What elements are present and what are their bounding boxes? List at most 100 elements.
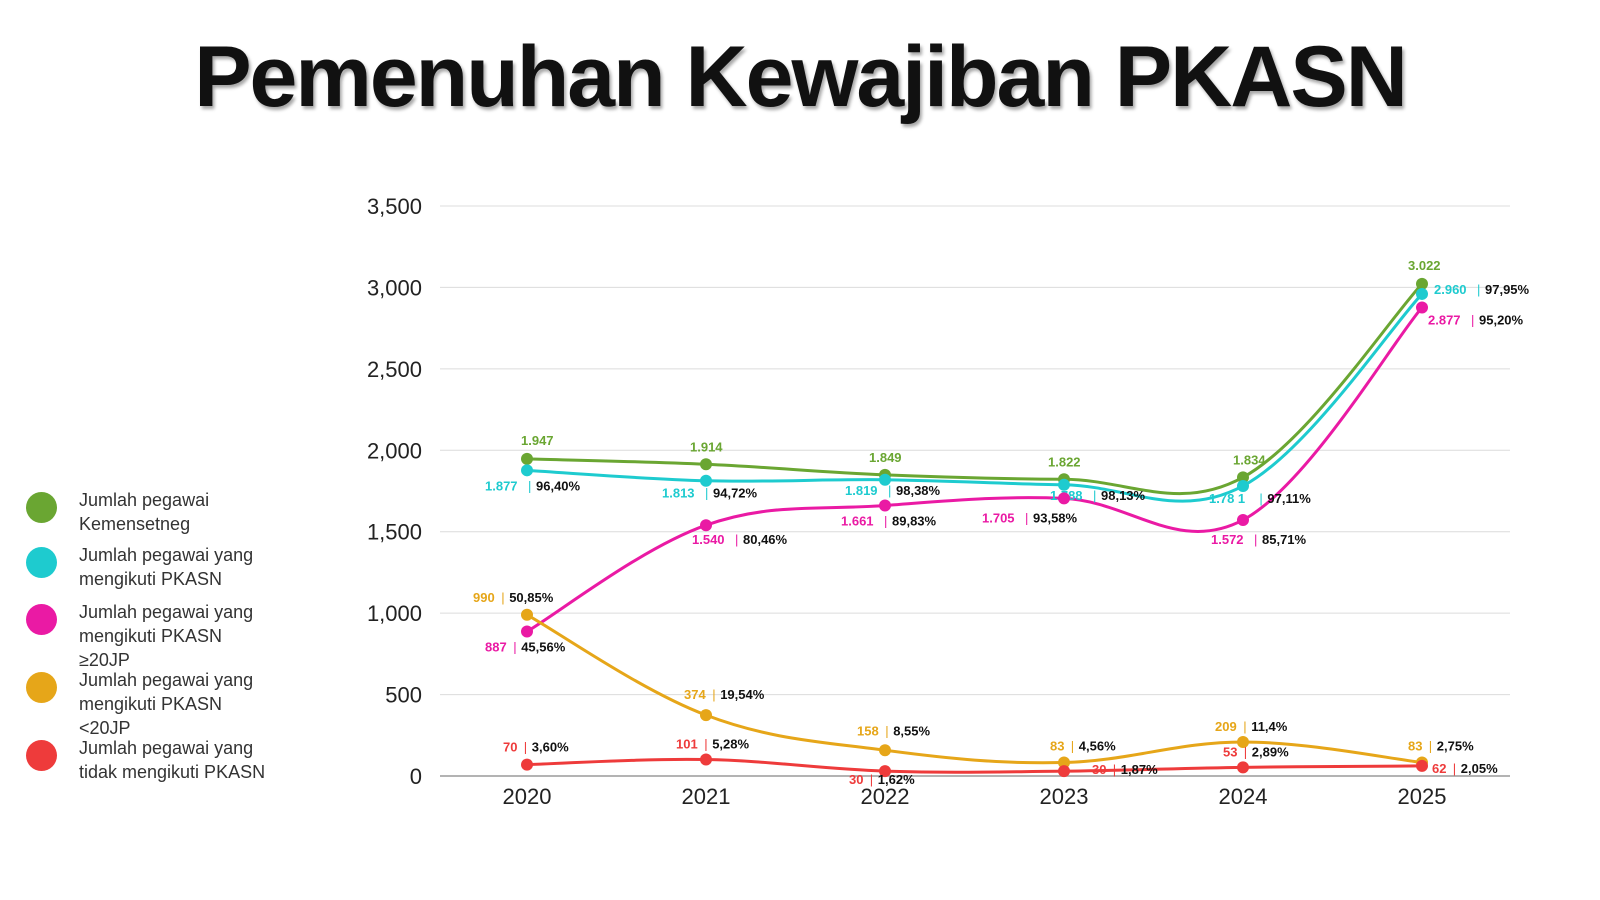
data-point	[879, 765, 891, 778]
data-point	[1416, 759, 1428, 772]
data-point	[1237, 513, 1249, 526]
data-label: 1.914	[690, 439, 723, 454]
data-point	[1237, 735, 1249, 748]
y-tick-label: 2,500	[367, 357, 422, 382]
data-point	[1237, 761, 1249, 774]
legend-label-line: Jumlah pegawai	[79, 490, 210, 510]
label-separator: |	[1093, 488, 1096, 503]
data-label: 1.947	[521, 433, 554, 448]
data-point	[521, 608, 533, 621]
percent-label: 85,71%	[1262, 532, 1307, 547]
label-separator: |	[1259, 491, 1262, 506]
data-point	[1058, 478, 1070, 491]
series-line	[526, 282, 1424, 496]
data-point	[879, 744, 891, 757]
legend-label: Jumlah pegawai Kemensetneg	[79, 488, 294, 536]
data-label: 990	[473, 590, 495, 605]
percent-label: 89,83%	[892, 513, 937, 528]
percent-label: 2,89%	[1252, 744, 1289, 759]
label-separator: |	[735, 532, 738, 547]
legend-label-line: Kemensetneg	[79, 514, 191, 534]
legend-label-line: Jumlah pegawai yang	[79, 545, 254, 565]
series-line	[526, 613, 1423, 765]
percent-label: 3,60%	[532, 740, 569, 755]
series-line	[526, 306, 1424, 633]
legend-label-line: mengikuti PKASN	[79, 569, 223, 589]
series-line	[526, 757, 1423, 774]
label-separator: |	[705, 486, 708, 501]
data-label: 30	[849, 772, 863, 787]
legend-label-line: ≥20JP	[79, 650, 130, 670]
data-point	[1237, 479, 1249, 492]
legend-label-line: Jumlah pegawai yang	[79, 602, 254, 622]
label-separator: |	[870, 772, 873, 787]
legend-label-line: mengikuti PKASN	[79, 626, 223, 646]
data-point	[521, 758, 533, 771]
data-label: 30	[1092, 762, 1106, 777]
legend-label-line: tidak mengikuti PKASN	[79, 762, 266, 782]
data-label: 209	[1215, 719, 1237, 734]
data-label: 1.661	[841, 513, 874, 528]
legend-item: Jumlah pegawai yang tidak mengikuti PKASN	[26, 736, 294, 784]
data-point	[879, 473, 891, 486]
legend-item: Jumlah pegawai yang mengikuti PKASN <20JP	[26, 668, 294, 740]
data-point	[521, 464, 533, 477]
x-tick-label: 2021	[682, 784, 731, 809]
x-tick-label: 2024	[1219, 784, 1268, 809]
percent-label: 2,75%	[1437, 738, 1474, 753]
legend-label: Jumlah pegawai yang tidak mengikuti PKASN	[79, 736, 294, 784]
legend-label-line: Jumlah pegawai yang	[79, 670, 254, 690]
data-label: 374	[684, 687, 706, 702]
cyan-circle-icon	[26, 547, 57, 578]
x-tick-label: 2025	[1398, 784, 1447, 809]
data-label: 1.849	[869, 450, 902, 465]
percent-label: 19,54%	[720, 687, 765, 702]
data-label: 70	[503, 740, 517, 755]
label-separator: |	[501, 590, 504, 605]
data-label: 158	[857, 723, 879, 738]
label-separator: |	[513, 640, 516, 655]
data-point	[521, 452, 533, 465]
label-separator: |	[1025, 510, 1028, 525]
data-point	[1416, 301, 1428, 314]
percent-label: 93,58%	[1033, 510, 1078, 525]
label-separator: |	[704, 737, 707, 752]
label-separator: |	[1453, 761, 1456, 776]
page-title: Pemenuhan Kewajiban PKASN	[194, 29, 1408, 125]
legend-label-line: mengikuti PKASN	[79, 694, 223, 714]
y-tick-label: 500	[385, 683, 422, 708]
data-label: 1.877	[485, 478, 518, 493]
data-point	[700, 709, 712, 722]
label-separator: |	[884, 513, 887, 528]
orange-circle-icon	[26, 672, 57, 703]
data-point	[1237, 471, 1249, 484]
percent-label: 5,28%	[712, 737, 749, 752]
label-separator: |	[1113, 762, 1116, 777]
percent-label: 98,38%	[896, 483, 941, 498]
x-tick-label: 2022	[861, 784, 910, 809]
label-separator: |	[1477, 282, 1480, 297]
label-separator: |	[712, 687, 715, 702]
percent-label: 8,55%	[893, 723, 930, 738]
green-circle-icon	[26, 492, 57, 523]
data-point	[1058, 756, 1070, 769]
data-point	[521, 625, 533, 638]
legend-label-line: Jumlah pegawai yang	[79, 738, 254, 758]
data-label: 1.540	[692, 532, 725, 547]
label-separator: |	[1243, 719, 1246, 734]
red-circle-icon	[26, 740, 57, 771]
data-point	[1058, 765, 1070, 778]
label-separator: |	[885, 723, 888, 738]
label-separator: |	[1244, 744, 1247, 759]
data-point	[700, 474, 712, 487]
data-label: 1.572	[1211, 532, 1244, 547]
data-label: 1.822	[1048, 454, 1081, 469]
data-label: 3.022	[1408, 258, 1441, 273]
data-label: 62	[1432, 761, 1446, 776]
percent-label: 94,72%	[713, 486, 758, 501]
y-tick-label: 1,500	[367, 520, 422, 545]
percent-label: 45,56%	[521, 640, 566, 655]
label-separator: |	[1429, 738, 1432, 753]
magenta-circle-icon	[26, 604, 57, 635]
